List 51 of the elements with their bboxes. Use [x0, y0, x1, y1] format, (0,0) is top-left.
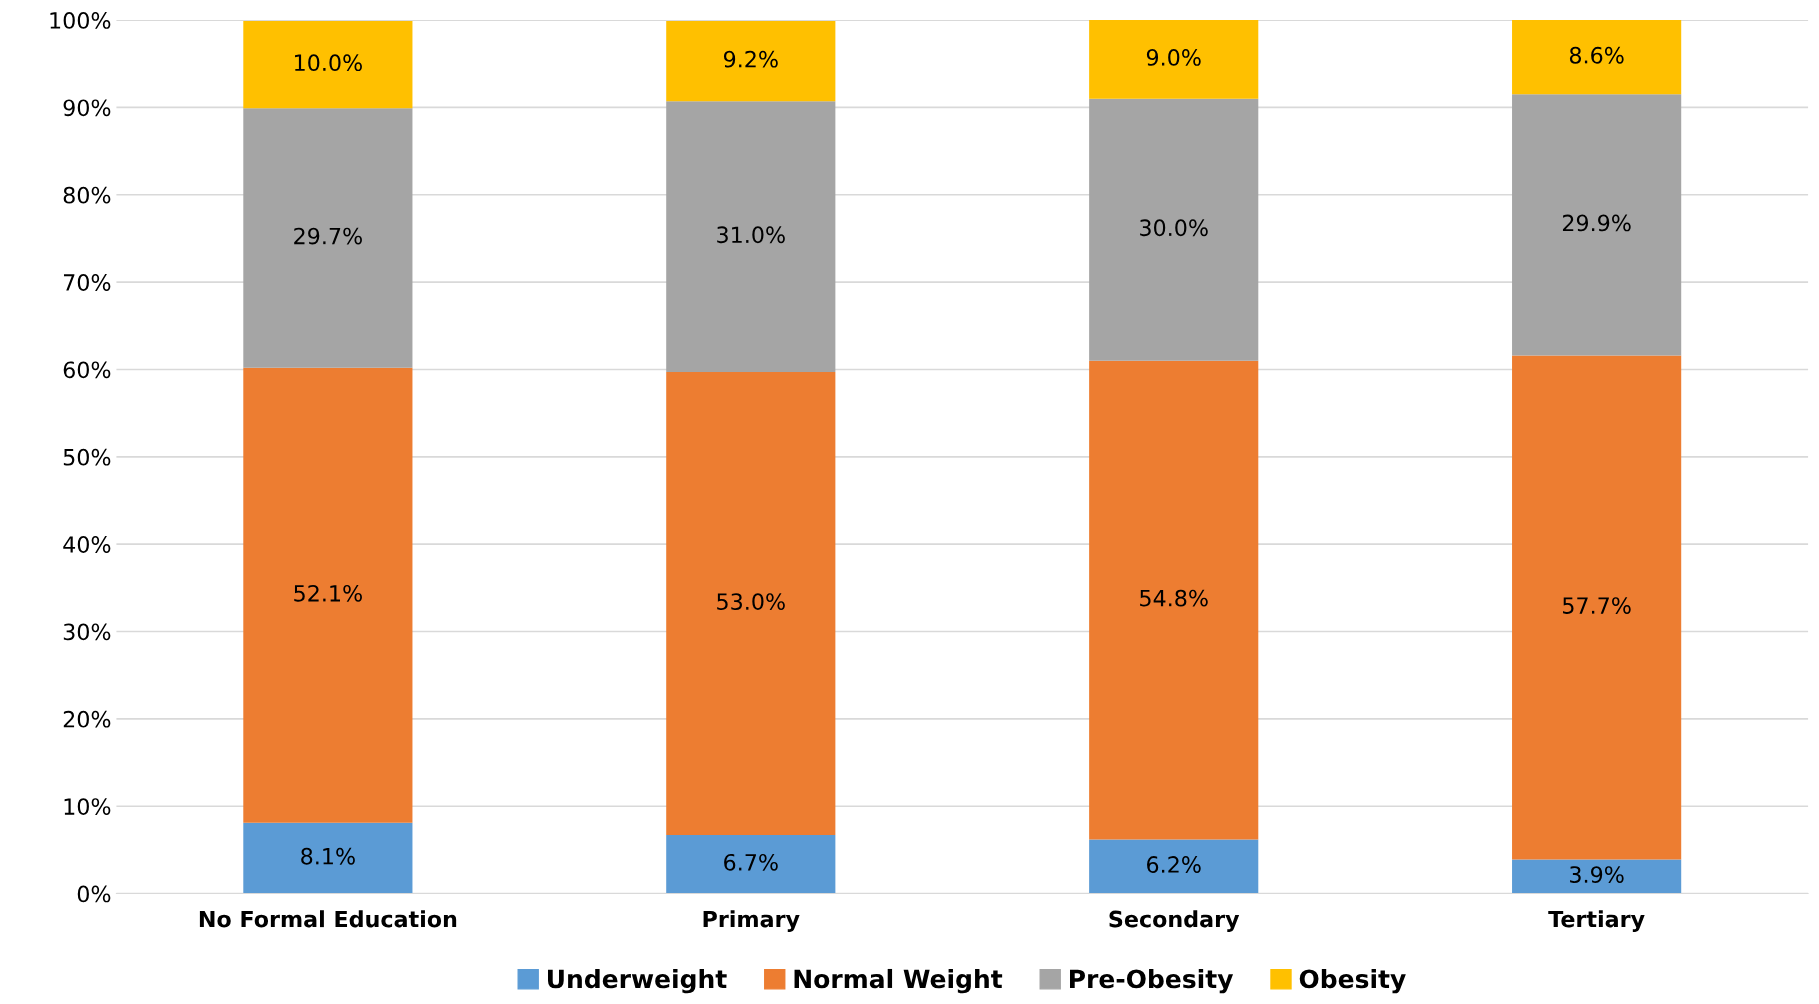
data-label: 6.2%: [1147, 856, 1201, 873]
bar: [666, 835, 836, 894]
data-label: 8.6%: [1569, 46, 1624, 64]
legend-label: Underweight: [548, 968, 727, 994]
x-tick-label: Tertiary: [1548, 910, 1645, 932]
bar: [1512, 94, 1682, 356]
bar: [1089, 20, 1259, 99]
bar: [243, 367, 413, 823]
data-label: 52.1%: [294, 584, 362, 602]
y-tick-label: 20%: [63, 710, 111, 728]
data-label: 31.0%: [717, 226, 785, 244]
y-tick-label: 80%: [63, 186, 111, 204]
bar: [666, 372, 836, 836]
data-label: 3.9%: [1570, 866, 1624, 883]
bar: [243, 108, 413, 368]
bar: [243, 20, 413, 109]
data-label: 9.0%: [1146, 49, 1201, 66]
data-label: 6.7%: [724, 853, 778, 871]
data-label: 53.0%: [717, 593, 785, 611]
bar: [1512, 355, 1682, 860]
y-tick-label: 70%: [63, 274, 111, 291]
data-label: 10.0%: [295, 54, 362, 72]
bar: [1512, 20, 1682, 95]
data-label: 9.2%: [723, 50, 778, 68]
x-tick-label: Primary: [703, 910, 800, 932]
bar: [1089, 360, 1259, 840]
bar: [1089, 98, 1259, 361]
data-label: 29.7%: [294, 227, 362, 245]
data-label: 57.7%: [1563, 597, 1631, 614]
y-tick-label: 30%: [63, 623, 111, 641]
legend-label: Pre-Obesity: [1070, 968, 1234, 994]
y-tick-label: 60%: [63, 361, 111, 379]
bar: [1089, 839, 1259, 894]
y-tick-label: 10%: [64, 798, 111, 815]
x-tick-label: Secondary: [1109, 910, 1240, 932]
data-label: 30.0%: [1140, 219, 1208, 237]
y-tick-label: 50%: [63, 448, 111, 466]
data-label: 29.9%: [1562, 214, 1631, 232]
y-tick-label: 100%: [50, 12, 111, 29]
y-tick-label: 90%: [63, 99, 111, 117]
x-tick-label: No Formal Education: [199, 910, 457, 928]
data-label: 54.8%: [1140, 589, 1208, 607]
y-tick-label: 0%: [77, 885, 111, 903]
legend-label: Normal Weight: [794, 968, 1003, 994]
data-label: 8.1%: [301, 847, 355, 865]
bar: [666, 101, 836, 373]
bar: [666, 20, 836, 102]
bar: [1512, 859, 1682, 894]
bar: [243, 822, 413, 894]
y-tick-label: 40%: [63, 536, 111, 553]
legend-label: Obesity: [1299, 968, 1406, 994]
